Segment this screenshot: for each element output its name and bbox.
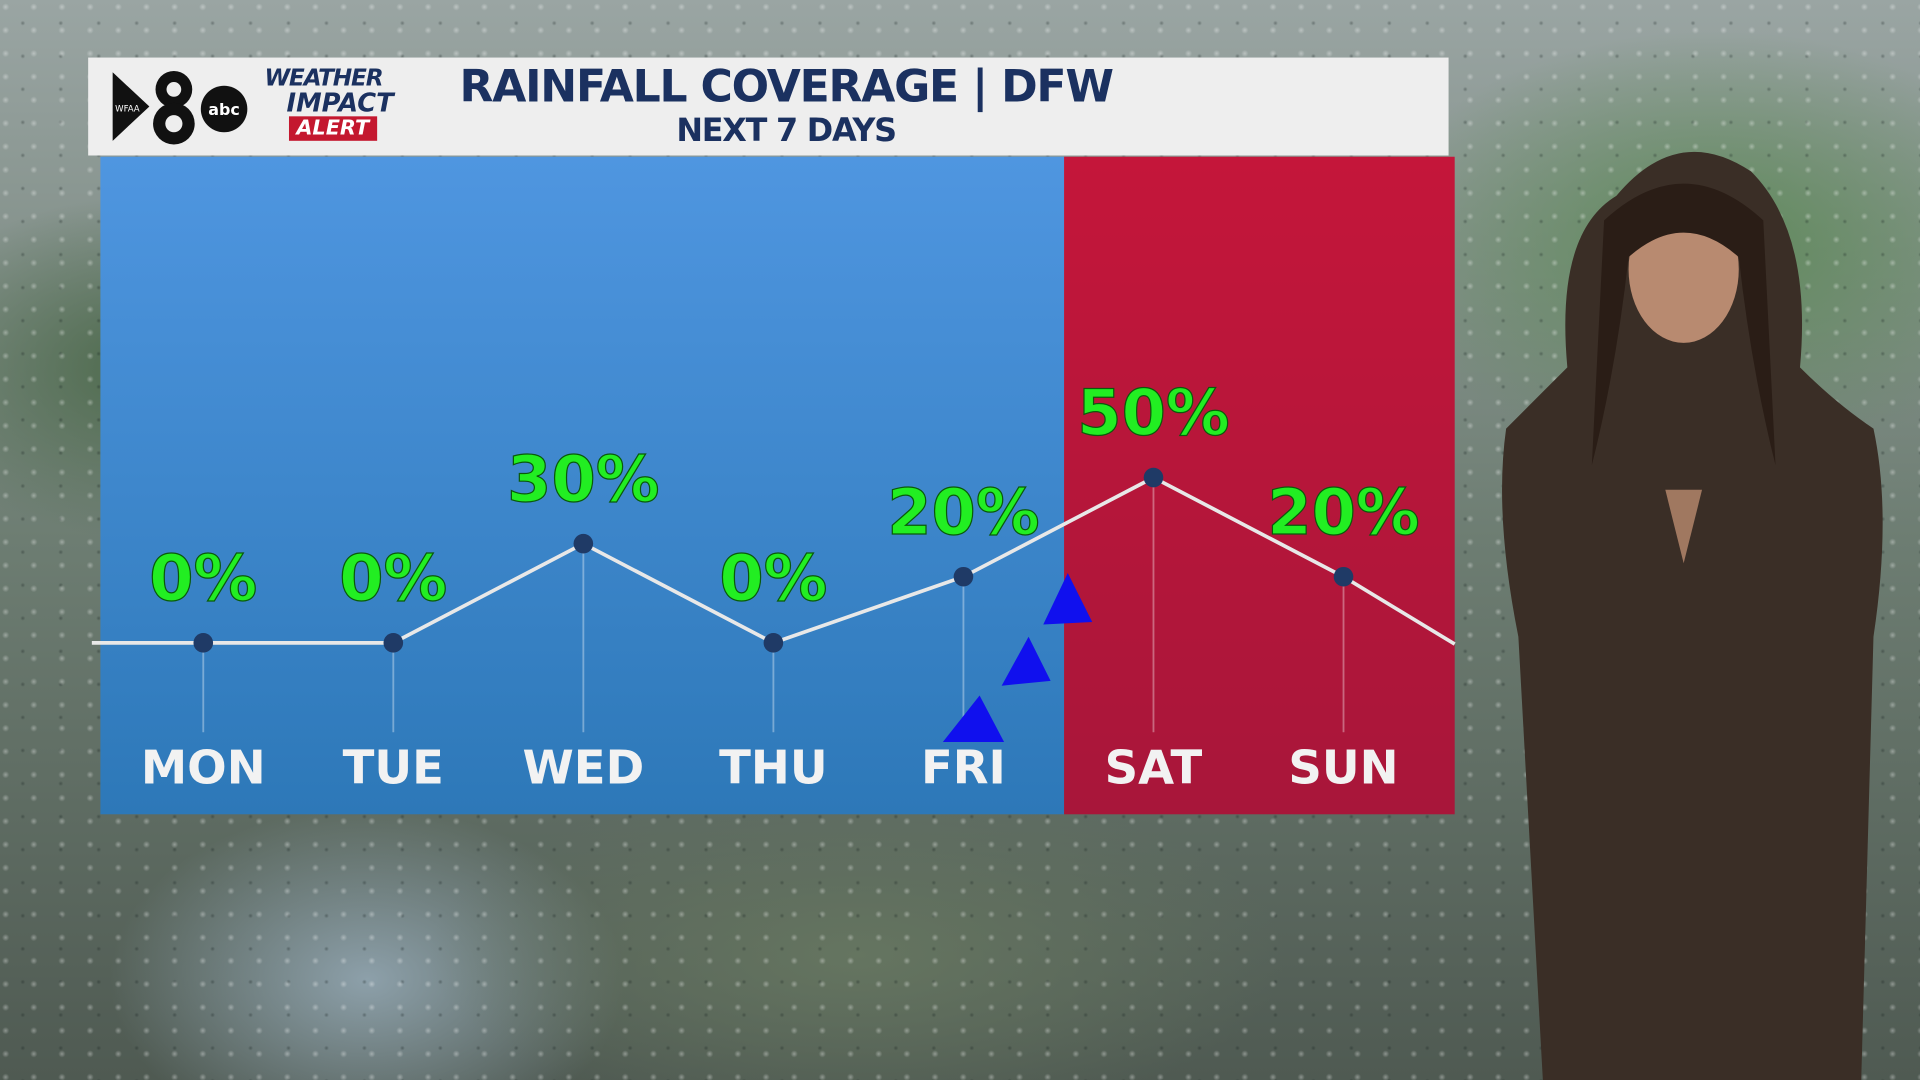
- data-point-mon: [193, 633, 214, 653]
- svg-text:abc: abc: [208, 100, 240, 119]
- value-label-sat: 50%: [1077, 377, 1229, 451]
- day-label-thu: THU: [719, 741, 827, 795]
- wfaa-8-abc-logo: abc WFAA: [112, 71, 248, 145]
- value-label-wed: 30%: [507, 443, 659, 517]
- header-bar: abc WFAA WEATHER IMPACT ALERT RAINFALL C…: [88, 57, 1449, 156]
- day-label-fri: FRI: [921, 741, 1006, 795]
- value-label-fri: 20%: [887, 476, 1039, 550]
- chart-subtitle: NEXT 7 DAYS: [676, 112, 897, 150]
- day-label-sat: SAT: [1105, 741, 1203, 795]
- value-label-mon: 0%: [149, 542, 257, 616]
- cold-front-icon: [942, 573, 1093, 743]
- chart-title: RAINFALL COVERAGE | DFW: [459, 62, 1113, 113]
- day-label-tue: TUE: [343, 741, 444, 795]
- day-label-mon: MON: [141, 741, 266, 795]
- data-point-sun: [1333, 566, 1354, 587]
- value-label-tue: 0%: [339, 542, 447, 616]
- day-label-sun: SUN: [1288, 741, 1398, 795]
- data-point-thu: [763, 633, 784, 653]
- value-label-sun: 20%: [1267, 476, 1419, 550]
- data-point-fri: [953, 566, 974, 587]
- data-point-tue: [383, 633, 404, 653]
- weather-impact-alert-logo: WEATHER IMPACT ALERT: [264, 67, 423, 148]
- weekday-panel: [100, 156, 1065, 815]
- data-point-wed: [573, 533, 594, 554]
- presenter: [1502, 151, 1883, 1080]
- svg-text:WFAA: WFAA: [115, 104, 140, 114]
- brand-weather: WEATHER: [264, 64, 383, 92]
- value-label-thu: 0%: [719, 542, 827, 616]
- brand-impact: IMPACT: [286, 88, 394, 118]
- data-point-sat: [1143, 467, 1164, 488]
- brand-alert: ALERT: [288, 116, 377, 141]
- weekend-panel: [1064, 156, 1455, 815]
- day-label-wed: WED: [522, 741, 644, 795]
